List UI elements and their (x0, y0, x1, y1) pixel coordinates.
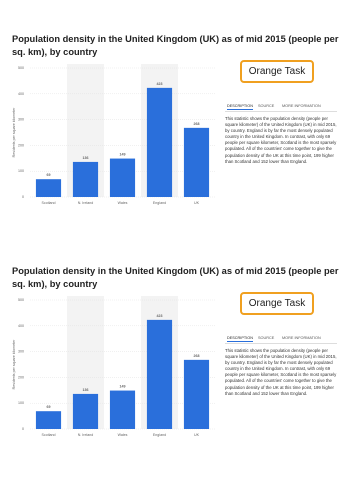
bar (35, 411, 62, 429)
tab[interactable]: MORE INFORMATION (282, 336, 321, 340)
bar (183, 127, 210, 197)
tab[interactable]: SOURCE (258, 336, 275, 340)
y-tick-label: 200 (18, 375, 24, 379)
x-tick-label: Wales (118, 433, 128, 437)
bar (183, 359, 210, 429)
bar (146, 319, 173, 429)
value-label: 423 (157, 82, 163, 86)
value-label: 268 (194, 122, 200, 126)
tab[interactable]: MORE INFORMATION (282, 104, 321, 108)
task-button[interactable]: Orange Task (240, 60, 314, 83)
bar (72, 393, 99, 429)
bar (109, 158, 136, 197)
value-label: 69 (47, 173, 51, 177)
tab-divider (225, 343, 337, 344)
y-tick-label: 200 (18, 143, 24, 147)
description: This statistic shows the population dens… (225, 348, 337, 396)
x-tick-label: Wales (118, 201, 128, 205)
y-tick-label: 300 (18, 118, 24, 122)
y-tick-label: 400 (18, 324, 24, 328)
x-tick-label: UK (194, 201, 200, 205)
y-tick-label: 400 (18, 92, 24, 96)
x-tick-label: UK (194, 433, 200, 437)
x-tick-label: N. Ireland (78, 201, 94, 205)
tab-divider (225, 111, 337, 112)
description: This statistic shows the population dens… (225, 116, 337, 164)
value-label: 136 (83, 156, 89, 160)
chart-title: Population density in the United Kingdom… (12, 266, 339, 289)
x-tick-label: England (153, 433, 166, 437)
y-tick-label: 100 (18, 169, 24, 173)
bar (109, 390, 136, 429)
value-label: 149 (120, 153, 126, 157)
x-tick-label: N. Ireland (78, 433, 94, 437)
y-tick-label: 500 (18, 298, 24, 302)
tab[interactable]: SOURCE (258, 104, 275, 108)
y-axis-label: Residents per square kilometer (12, 339, 16, 390)
value-label: 268 (194, 354, 200, 358)
bar (72, 161, 99, 197)
y-tick-label: 0 (22, 427, 24, 431)
value-label: 149 (120, 385, 126, 389)
bar (35, 179, 62, 197)
tab[interactable]: DESCRIPTION (227, 336, 253, 342)
x-tick-label: England (153, 201, 166, 205)
value-label: 423 (157, 314, 163, 318)
y-tick-label: 500 (18, 66, 24, 70)
y-axis-label: Residents per square kilometer (12, 107, 16, 158)
x-tick-label: Scotland (42, 201, 56, 205)
tab[interactable]: DESCRIPTION (227, 104, 253, 110)
y-tick-label: 300 (18, 350, 24, 354)
x-tick-label: Scotland (42, 433, 56, 437)
value-label: 136 (83, 388, 89, 392)
y-tick-label: 100 (18, 401, 24, 405)
value-label: 69 (47, 405, 51, 409)
y-tick-label: 0 (22, 195, 24, 199)
task-button[interactable]: Orange Task (240, 292, 314, 315)
bar (146, 87, 173, 197)
chart-title: Population density in the United Kingdom… (12, 34, 339, 57)
